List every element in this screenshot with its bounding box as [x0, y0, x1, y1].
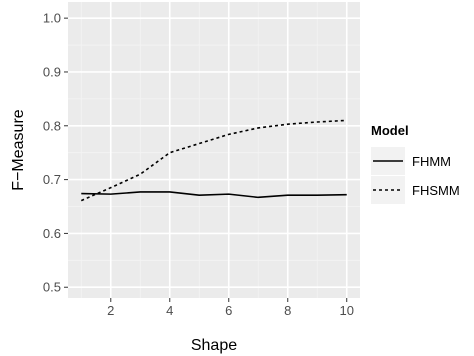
legend: Model FHMM FHSMM — [371, 123, 460, 204]
x-tick-label: 2 — [107, 303, 114, 318]
y-tick-label: 0.6 — [43, 226, 61, 241]
y-tick-label: 0.8 — [43, 118, 61, 133]
series-lines — [80, 119, 347, 202]
y-tick-label: 1.0 — [43, 11, 61, 26]
y-tick-label: 0.9 — [43, 64, 61, 79]
x-tick-label: 10 — [339, 303, 353, 318]
series-line-fhmm — [81, 191, 347, 199]
grid-minor — [68, 2, 360, 298]
x-tick-label: 8 — [284, 303, 291, 318]
grid-major — [68, 2, 360, 298]
series-line-fhsmm — [80, 119, 347, 202]
x-tick-label: 6 — [225, 303, 232, 318]
y-tick-label: 0.5 — [43, 280, 61, 295]
legend-title: Model — [371, 123, 409, 138]
x-tick-label: 4 — [166, 303, 173, 318]
y-tick-label: 0.7 — [43, 172, 61, 187]
legend-label-fhmm: FHMM — [412, 154, 451, 169]
y-axis: 0.5 0.6 0.7 0.8 0.9 1.0 — [43, 11, 68, 295]
legend-label-fhsmm: FHSMM — [412, 183, 460, 198]
x-axis: 2 4 6 8 10 — [107, 298, 354, 318]
x-axis-title: Shape — [191, 337, 237, 354]
plot-panel — [68, 2, 360, 298]
y-axis-title: F−Measure — [10, 109, 27, 190]
